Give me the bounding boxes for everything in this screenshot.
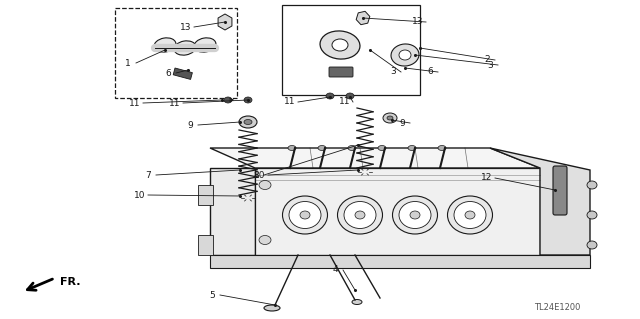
Text: 10: 10 <box>254 170 266 180</box>
Ellipse shape <box>454 202 486 228</box>
Text: 3: 3 <box>390 68 396 77</box>
Polygon shape <box>210 168 255 255</box>
Ellipse shape <box>391 44 419 66</box>
Bar <box>198 185 213 205</box>
Ellipse shape <box>587 241 597 249</box>
Polygon shape <box>210 148 540 168</box>
Text: 9: 9 <box>187 121 193 130</box>
Ellipse shape <box>244 120 252 124</box>
Text: FR.: FR. <box>60 277 81 287</box>
Ellipse shape <box>362 170 369 174</box>
Ellipse shape <box>337 196 383 234</box>
Polygon shape <box>490 148 590 255</box>
Text: 5: 5 <box>209 291 215 300</box>
Bar <box>115 8 237 98</box>
Ellipse shape <box>355 211 365 219</box>
Ellipse shape <box>239 116 257 128</box>
Text: 9: 9 <box>399 118 405 128</box>
Ellipse shape <box>289 202 321 228</box>
Ellipse shape <box>410 211 420 219</box>
Ellipse shape <box>240 193 256 203</box>
Text: 2: 2 <box>484 56 490 64</box>
Ellipse shape <box>348 145 356 151</box>
Text: 7: 7 <box>145 170 151 180</box>
Ellipse shape <box>346 93 354 99</box>
FancyBboxPatch shape <box>553 166 567 215</box>
Polygon shape <box>210 255 590 268</box>
Ellipse shape <box>181 45 189 51</box>
Ellipse shape <box>387 116 393 120</box>
Ellipse shape <box>399 202 431 228</box>
Text: TL24E1200: TL24E1200 <box>534 303 580 312</box>
Ellipse shape <box>399 50 411 60</box>
Ellipse shape <box>326 93 334 99</box>
Bar <box>173 68 193 79</box>
Text: 10: 10 <box>134 190 146 199</box>
Ellipse shape <box>259 181 271 189</box>
Ellipse shape <box>332 39 348 51</box>
FancyBboxPatch shape <box>329 67 353 77</box>
Text: 12: 12 <box>481 174 493 182</box>
Ellipse shape <box>408 145 416 151</box>
Text: 1: 1 <box>125 58 131 68</box>
Ellipse shape <box>587 181 597 189</box>
Ellipse shape <box>282 196 328 234</box>
Text: 8: 8 <box>253 170 259 180</box>
Ellipse shape <box>352 300 362 305</box>
Ellipse shape <box>318 145 326 151</box>
Ellipse shape <box>447 196 493 234</box>
Ellipse shape <box>438 145 446 151</box>
Ellipse shape <box>203 45 211 51</box>
Ellipse shape <box>244 196 252 200</box>
Ellipse shape <box>194 38 216 52</box>
Text: 11: 11 <box>129 99 141 108</box>
Ellipse shape <box>392 196 438 234</box>
Bar <box>282 5 420 95</box>
Text: 6: 6 <box>427 68 433 77</box>
Ellipse shape <box>300 211 310 219</box>
Ellipse shape <box>383 113 397 123</box>
Ellipse shape <box>320 31 360 59</box>
Ellipse shape <box>154 38 176 52</box>
Ellipse shape <box>465 211 475 219</box>
Bar <box>198 235 213 255</box>
Polygon shape <box>255 168 540 255</box>
Ellipse shape <box>244 97 252 103</box>
Text: 13: 13 <box>180 23 192 32</box>
Ellipse shape <box>378 145 386 151</box>
Ellipse shape <box>587 211 597 219</box>
Text: 6: 6 <box>165 69 171 78</box>
Text: 13: 13 <box>412 18 424 26</box>
Ellipse shape <box>174 41 196 55</box>
Ellipse shape <box>259 235 271 244</box>
Text: 11: 11 <box>284 98 296 107</box>
Text: 3: 3 <box>487 61 493 70</box>
Text: 4: 4 <box>332 265 338 275</box>
Ellipse shape <box>288 145 296 151</box>
Ellipse shape <box>264 305 280 311</box>
Text: 11: 11 <box>169 99 180 108</box>
Ellipse shape <box>357 167 373 177</box>
Ellipse shape <box>159 45 167 51</box>
Text: 11: 11 <box>339 98 351 107</box>
Ellipse shape <box>344 202 376 228</box>
Ellipse shape <box>224 97 232 103</box>
